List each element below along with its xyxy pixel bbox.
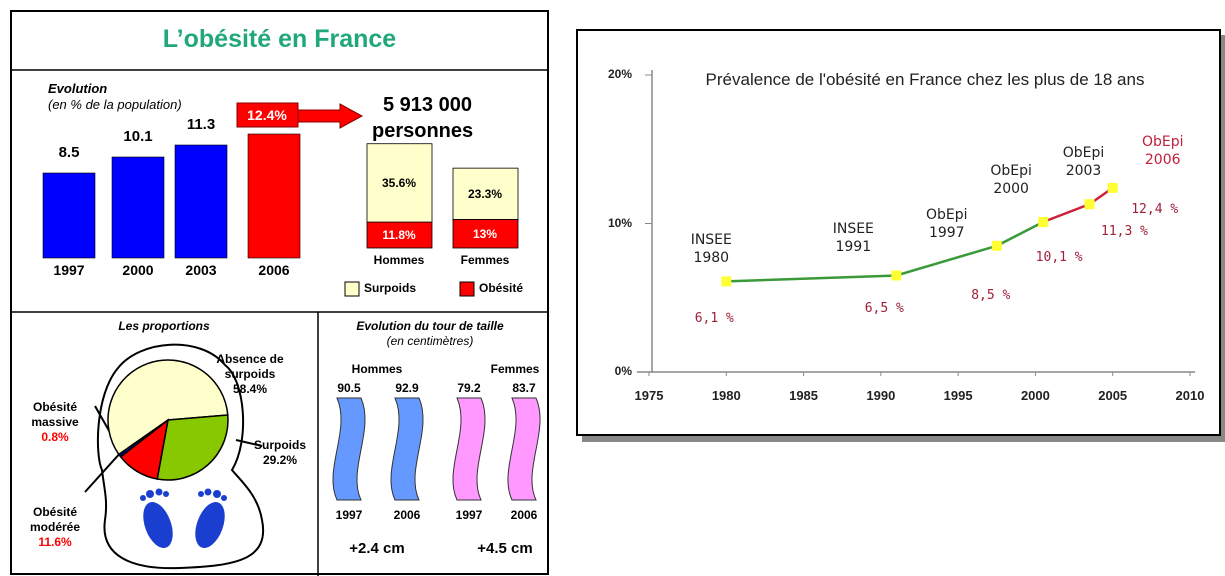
pie-label: Obésité modérée — [29, 505, 81, 534]
x-tick-label: 2000 — [122, 262, 154, 278]
value-label: 8,5 % — [971, 287, 1011, 303]
bar — [247, 133, 301, 259]
waist-icon — [390, 397, 424, 501]
bar-segment — [452, 218, 519, 249]
callout-number: 5 913 000 — [383, 94, 472, 116]
bar — [42, 172, 96, 259]
pie-slice — [156, 414, 229, 481]
waist-value: 92.9 — [395, 381, 419, 395]
year-label: 1997 — [455, 508, 483, 522]
change-label: +2.4 cm — [349, 540, 405, 557]
y-tick-label: 20% — [607, 67, 632, 81]
main-title: L’obésité en France — [162, 25, 397, 53]
x-tick-label: Hommes — [373, 253, 425, 267]
value-label: 10,1 % — [1035, 250, 1083, 265]
y-tick-label: 0% — [614, 364, 632, 378]
year-label: 1997 — [335, 508, 363, 522]
waist-icon — [507, 397, 541, 501]
point-label: ObEpi 2006 — [1141, 133, 1184, 168]
section-title: Evolution du tour de taille — [356, 319, 504, 333]
point-label: INSEE 1991 — [832, 221, 874, 256]
point-label: ObEpi 2000 — [990, 163, 1032, 197]
year-label: 2006 — [393, 508, 421, 522]
leader-line — [235, 439, 263, 447]
value-label: 11.3 — [186, 116, 216, 133]
chart-title: Prévalence de l'obésité en France chez l… — [705, 70, 1145, 89]
bar — [111, 156, 165, 259]
marker — [1084, 199, 1095, 210]
point-label: INSEE 1980 — [690, 232, 732, 267]
x-tick-label: 1995 — [943, 388, 973, 403]
x-tick-label: Femmes — [460, 253, 510, 267]
year-label: 2006 — [510, 508, 538, 522]
waist-value: 79.2 — [457, 381, 481, 395]
group-name: Femmes — [490, 362, 540, 376]
value-label: 23.3% — [467, 186, 503, 201]
x-tick-label: 1980 — [711, 388, 741, 403]
pie-label: Surpoids — [253, 438, 306, 452]
y-tick-label: 10% — [607, 215, 632, 230]
value-label: 35.6% — [381, 175, 417, 190]
pie-label: Absence de surpoids — [216, 352, 284, 381]
bar-segment — [452, 167, 519, 220]
value-label: 6,1 % — [694, 311, 734, 327]
marker — [721, 276, 732, 287]
callout-box — [236, 102, 299, 128]
legend-label: Obésité — [479, 281, 524, 295]
right-panel — [576, 29, 1221, 436]
left-panel — [10, 10, 549, 575]
callout-text: personnes — [372, 120, 474, 142]
callout-arrow — [297, 103, 364, 129]
legend-swatch — [459, 281, 475, 297]
marker — [1038, 217, 1049, 228]
bar-segment — [366, 143, 433, 223]
x-tick-label: 1990 — [866, 388, 896, 403]
x-tick-label: 2010 — [1175, 388, 1205, 403]
pie-value: 29.2% — [262, 453, 298, 467]
value-label: 10.1 — [123, 128, 153, 145]
x-tick-label: 1975 — [634, 388, 664, 403]
marker — [1107, 182, 1118, 193]
legend-swatch — [344, 281, 360, 297]
waist-icon — [452, 397, 486, 501]
waist-value: 90.5 — [337, 381, 361, 395]
x-tick-label: 2003 — [185, 262, 217, 278]
legend-label: Surpoids — [364, 281, 417, 295]
x-tick-label: 1985 — [789, 388, 819, 403]
bar-segment — [366, 221, 433, 249]
marker — [991, 240, 1002, 251]
pie-value: 0.8% — [41, 430, 69, 444]
pie-slice — [117, 419, 169, 458]
x-tick-label: 2000 — [1020, 388, 1050, 403]
value-label: 11,3 % — [1101, 224, 1148, 240]
footprints — [140, 488, 227, 548]
section-subtitle: (en centimètres) — [386, 334, 474, 348]
chart-subtitle: (en % de la population) — [48, 97, 182, 112]
waist-icon — [332, 397, 366, 501]
point-label: ObEpi 1997 — [926, 206, 968, 241]
waist-value: 83.7 — [512, 381, 536, 395]
chart-title: Les proportions — [118, 319, 210, 333]
value-label: 12.4% — [247, 107, 287, 123]
value-label: 13% — [472, 226, 498, 241]
value-label: 6,5 % — [864, 301, 904, 317]
x-tick-label: 2005 — [1098, 388, 1128, 403]
marker — [891, 270, 902, 281]
pie-value: 58.4% — [232, 382, 268, 396]
change-label: +4.5 cm — [477, 540, 533, 557]
point-label: ObEpi 2003 — [1062, 145, 1105, 180]
chart-title: Evolution — [48, 81, 108, 96]
pie-value: 11.6% — [38, 535, 72, 549]
bar — [174, 144, 228, 259]
pie-slice — [107, 359, 229, 456]
x-tick-label: 1997 — [53, 262, 85, 278]
pie-label: Obésité massive — [31, 400, 79, 429]
value-label: 11.8% — [382, 228, 416, 243]
group-name: Hommes — [351, 362, 403, 376]
value-label: 12,4 % — [1131, 201, 1179, 217]
x-tick-label: 2006 — [258, 262, 290, 278]
value-label: 8.5 — [58, 144, 80, 161]
